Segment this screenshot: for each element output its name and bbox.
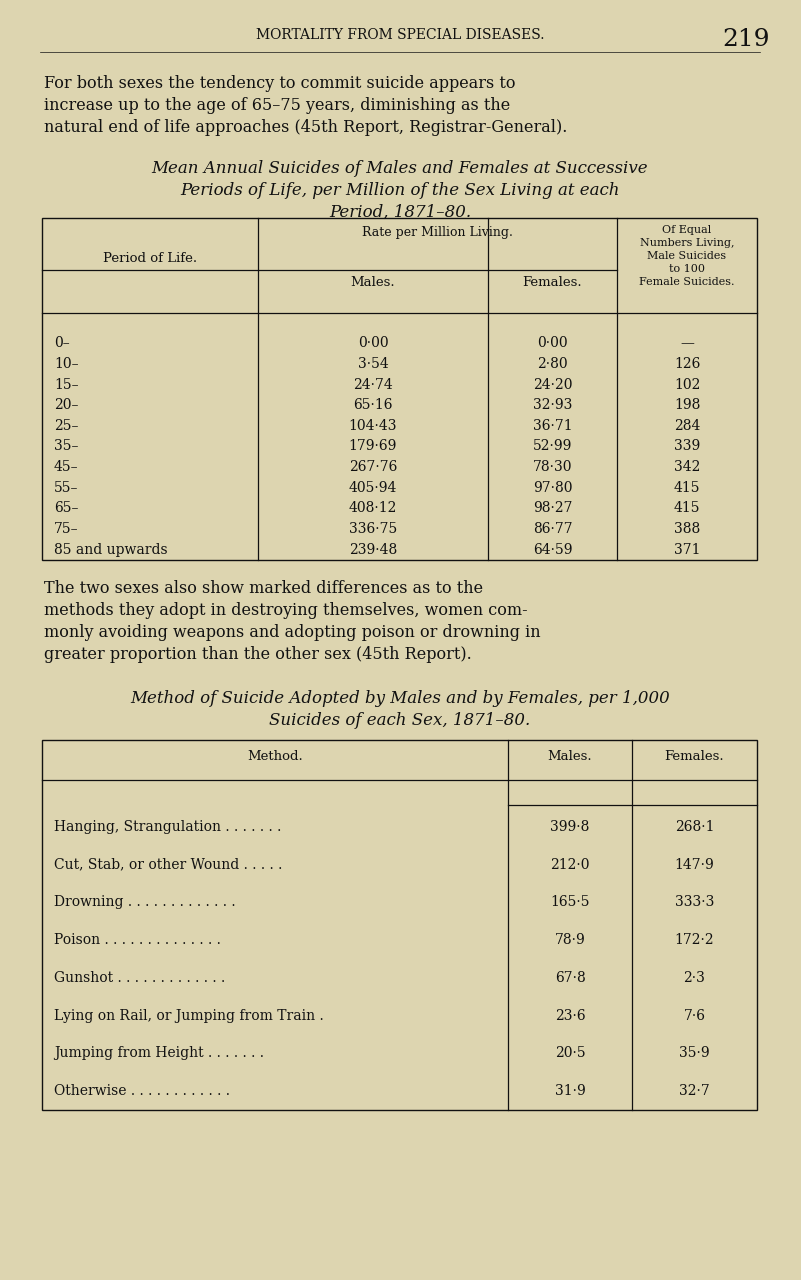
Text: 75–: 75– [54,522,78,536]
Text: Poison . . . . . . . . . . . . . .: Poison . . . . . . . . . . . . . . [54,933,221,947]
Text: Method.: Method. [248,750,303,763]
Bar [42,740,757,1110]
Text: Jumping from Height . . . . . . .: Jumping from Height . . . . . . . [54,1046,264,1060]
Text: 36·71: 36·71 [533,419,572,433]
Text: 399·8: 399·8 [550,820,590,833]
Text: 2·80: 2·80 [537,357,568,371]
Text: 165·5: 165·5 [550,896,590,909]
Text: 102: 102 [674,378,700,392]
Text: Rate per Million Living.: Rate per Million Living. [362,227,513,239]
Text: 405·94: 405·94 [348,481,397,495]
Text: Females.: Females. [665,750,724,763]
Text: 408·12: 408·12 [348,502,397,516]
Text: Lying on Rail, or Jumping from Train .: Lying on Rail, or Jumping from Train . [54,1009,324,1023]
Text: 64·59: 64·59 [533,543,572,557]
Text: 67·8: 67·8 [554,970,586,984]
Text: 172·2: 172·2 [674,933,714,947]
Text: 97·80: 97·80 [533,481,572,495]
Text: Gunshot . . . . . . . . . . . . .: Gunshot . . . . . . . . . . . . . [54,970,225,984]
Text: Males.: Males. [548,750,592,763]
Text: Hanging, Strangulation . . . . . . .: Hanging, Strangulation . . . . . . . [54,820,281,833]
Text: 2·3: 2·3 [683,970,706,984]
Text: methods they adopt in destroying themselves, women com-: methods they adopt in destroying themsel… [44,602,528,620]
Text: 126: 126 [674,357,700,371]
Text: 15–: 15– [54,378,78,392]
Text: 20–: 20– [54,398,78,412]
Text: Otherwise . . . . . . . . . . . .: Otherwise . . . . . . . . . . . . [54,1084,230,1098]
Text: 336·75: 336·75 [349,522,397,536]
Text: 284: 284 [674,419,700,433]
Text: 415: 415 [674,481,700,495]
Text: 98·27: 98·27 [533,502,572,516]
Text: 20·5: 20·5 [554,1046,586,1060]
Bar [42,218,757,561]
Text: 7·6: 7·6 [683,1009,706,1023]
Text: Suicides of each Sex, 1871–80.: Suicides of each Sex, 1871–80. [269,712,530,730]
Text: 267·76: 267·76 [348,460,397,474]
Text: 3·54: 3·54 [357,357,388,371]
Text: Period, 1871–80.: Period, 1871–80. [329,204,471,221]
Text: 10–: 10– [54,357,78,371]
Text: 78·30: 78·30 [533,460,572,474]
Text: 65·16: 65·16 [353,398,392,412]
Text: Method of Suicide Adopted by Males and by Females, per 1,000: Method of Suicide Adopted by Males and b… [130,690,670,707]
Text: 371: 371 [674,543,700,557]
Text: 23·6: 23·6 [554,1009,586,1023]
Text: 104·43: 104·43 [348,419,397,433]
Text: Drowning . . . . . . . . . . . . .: Drowning . . . . . . . . . . . . . [54,896,235,909]
Text: Cut, Stab, or other Wound . . . . .: Cut, Stab, or other Wound . . . . . [54,858,283,872]
Text: 339: 339 [674,439,700,453]
Text: 0·00: 0·00 [358,337,388,351]
Text: 55–: 55– [54,481,78,495]
Text: 35–: 35– [54,439,78,453]
Text: 32·93: 32·93 [533,398,572,412]
Text: 0–: 0– [54,337,70,351]
Text: 342: 342 [674,460,700,474]
Text: Periods of Life, per Million of the Sex Living at each: Periods of Life, per Million of the Sex … [180,182,620,198]
Text: The two sexes also show marked differences as to the: The two sexes also show marked differenc… [44,580,483,596]
Text: 24·20: 24·20 [533,378,572,392]
Text: 179·69: 179·69 [348,439,397,453]
Text: 198: 198 [674,398,700,412]
Text: Of Equal
Numbers Living,
Male Suicides
to 100
Female Suicides.: Of Equal Numbers Living, Male Suicides t… [639,225,735,287]
Text: 78·9: 78·9 [554,933,586,947]
Text: 239·48: 239·48 [349,543,397,557]
Text: increase up to the age of 65–75 years, diminishing as the: increase up to the age of 65–75 years, d… [44,97,510,114]
Text: For both sexes the tendency to commit suicide appears to: For both sexes the tendency to commit su… [44,76,516,92]
Text: monly avoiding weapons and adopting poison or drowning in: monly avoiding weapons and adopting pois… [44,623,541,641]
Text: 415: 415 [674,502,700,516]
Text: 32·7: 32·7 [679,1084,710,1098]
Text: 333·3: 333·3 [674,896,714,909]
Text: natural end of life approaches (45th Report, Registrar-General).: natural end of life approaches (45th Rep… [44,119,567,136]
Text: 35·9: 35·9 [679,1046,710,1060]
Text: 147·9: 147·9 [674,858,714,872]
Text: Females.: Females. [523,276,582,289]
Text: 45–: 45– [54,460,78,474]
Text: 85 and upwards: 85 and upwards [54,543,167,557]
Text: 219: 219 [723,28,770,51]
Text: 0·00: 0·00 [537,337,568,351]
Text: 86·77: 86·77 [533,522,572,536]
Text: 212·0: 212·0 [550,858,590,872]
Text: Period of Life.: Period of Life. [103,252,197,265]
Text: 65–: 65– [54,502,78,516]
Text: 268·1: 268·1 [674,820,714,833]
Text: 52·99: 52·99 [533,439,572,453]
Text: 24·74: 24·74 [353,378,392,392]
Text: MORTALITY FROM SPECIAL DISEASES.: MORTALITY FROM SPECIAL DISEASES. [256,28,544,42]
Text: Males.: Males. [351,276,396,289]
Text: —: — [680,337,694,351]
Text: 31·9: 31·9 [554,1084,586,1098]
Text: 25–: 25– [54,419,78,433]
Text: 388: 388 [674,522,700,536]
Text: greater proportion than the other sex (45th Report).: greater proportion than the other sex (4… [44,646,472,663]
Text: Mean Annual Suicides of Males and Females at Successive: Mean Annual Suicides of Males and Female… [151,160,648,177]
